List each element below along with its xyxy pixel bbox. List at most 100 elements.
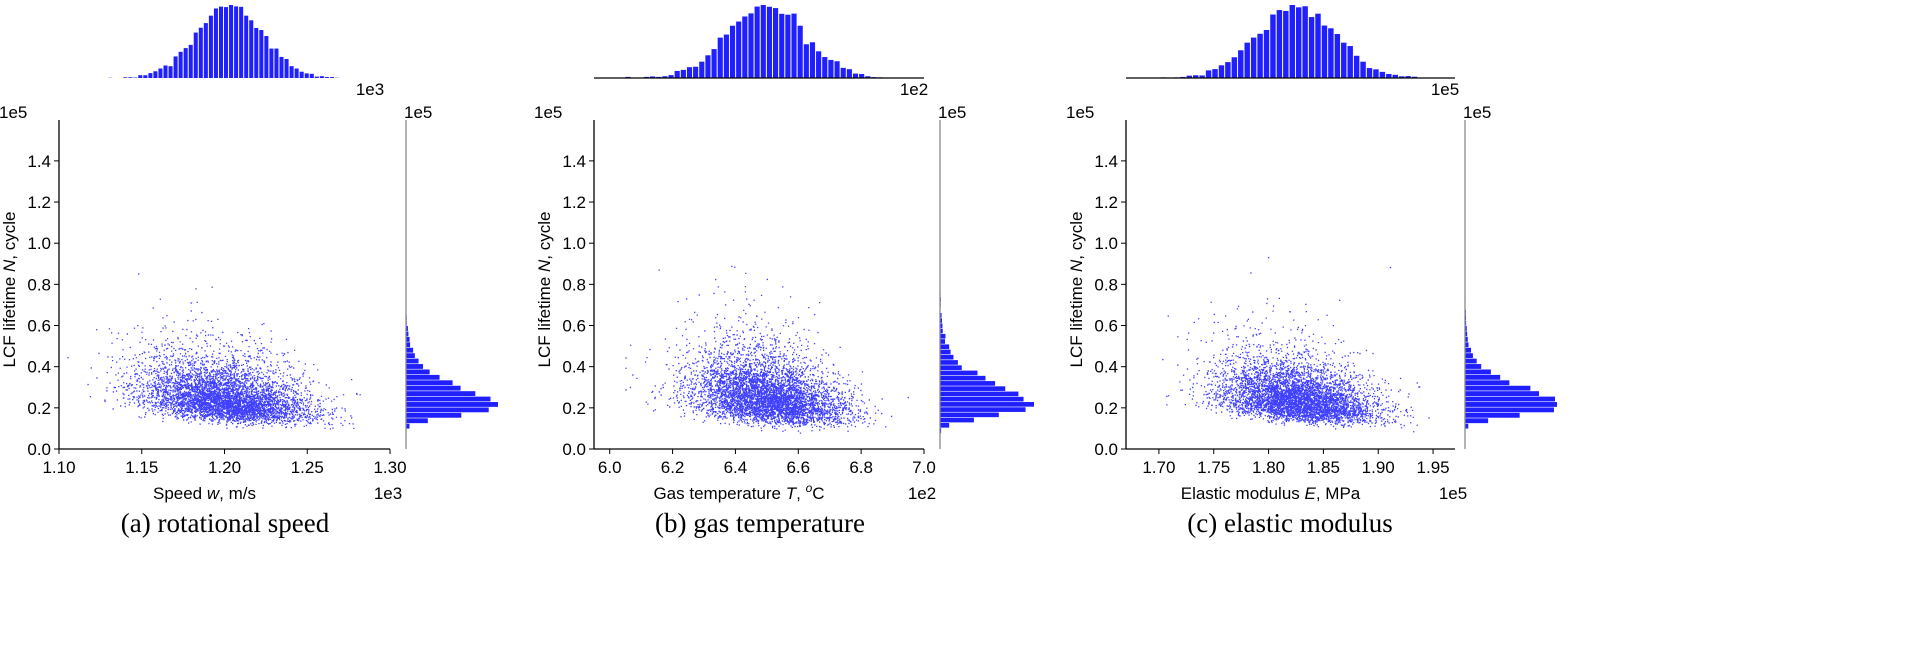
y-tick-label: 1.4: [562, 152, 586, 171]
x-hist-bar: [773, 8, 779, 78]
x-axis-label-part: T: [786, 484, 798, 503]
y-hist-bar: [1465, 347, 1472, 353]
y-hist-bar: [940, 402, 1034, 407]
x-hist-bar: [168, 66, 173, 78]
y-axis-label-part: , cycle: [0, 212, 19, 260]
x-hist-bar: [1238, 50, 1244, 78]
panel-caption: (c) elastic modulus: [1187, 508, 1392, 538]
x-hist-bar: [1295, 7, 1302, 78]
y-hist-bar: [940, 339, 946, 344]
y-hist-bar: [406, 423, 410, 429]
x-marginal-histogram: 1e3: [108, 5, 384, 99]
y-tick-label: 0.0: [1094, 440, 1118, 459]
x-hist-bar: [779, 13, 785, 78]
x-hist-bar: [760, 5, 766, 78]
x-hist-bar: [742, 16, 748, 78]
x-hist-bar: [686, 67, 693, 78]
x-hist-bar: [324, 77, 329, 78]
y-hist-bar: [406, 369, 430, 375]
x-marginal-histogram: 1e5: [1126, 5, 1459, 99]
y-tick-label: 0.8: [1094, 275, 1118, 294]
x-tick-label: 1.85: [1307, 458, 1340, 477]
y-hist-bar: [1465, 402, 1557, 407]
x-hist-bar: [138, 75, 143, 78]
y-hist-bar: [406, 385, 461, 391]
y-tick-label: 1.0: [27, 234, 51, 253]
x-hist-bar: [852, 73, 859, 78]
y-tick-label: 0.0: [562, 440, 586, 459]
x-hist-bar: [748, 13, 754, 79]
chart-panel-3: 1.70 1.75 1.80 1.85 1.90 1.95 0.0 0.2 0.4 0.6 0.8 1…: [1066, 5, 1557, 538]
x-hist-bar: [1373, 69, 1379, 78]
x-hist-bar: [1276, 10, 1283, 78]
y-tick-label: 0.6: [1094, 317, 1118, 336]
y-tick-label: 1.2: [1094, 193, 1118, 212]
x-hist-bar: [229, 5, 234, 78]
x-hist-scale-label: 1e2: [900, 80, 928, 99]
x-hist-bar: [183, 48, 188, 78]
x-hist-bar: [1225, 62, 1231, 78]
x-tick-label: 1.75: [1197, 458, 1230, 477]
x-hist-bar: [680, 69, 686, 78]
x-hist-scale-label: 1e3: [356, 80, 384, 99]
x-tick-label: 6.2: [661, 458, 685, 477]
x-hist-bar: [1289, 5, 1295, 78]
x-marginal-histogram: 1e2: [594, 5, 928, 99]
x-hist-bar: [299, 71, 304, 78]
x-tick-label: 1.20: [208, 458, 241, 477]
y-tick-label: 0.8: [562, 275, 586, 294]
x-hist-bar: [158, 68, 163, 78]
x-hist-bar: [279, 56, 284, 78]
y-tick-label: 0.8: [27, 275, 51, 294]
x-hist-bar: [234, 6, 239, 79]
scatter-points: [67, 273, 361, 430]
y-hist-bar: [940, 375, 986, 381]
x-hist-bar: [1315, 13, 1321, 79]
y-hist-bar: [940, 412, 999, 418]
x-hist-bar: [1250, 37, 1257, 78]
x-hist-bar: [1334, 33, 1341, 78]
y-tick-label: 0.4: [1094, 358, 1118, 377]
x-hist-bar: [803, 44, 809, 78]
x-hist-bar: [822, 57, 828, 78]
y-marginal-histogram: 1e5: [404, 103, 498, 449]
y-hist-bar: [1465, 396, 1555, 402]
y-axis-label-part: LCF lifetime: [535, 272, 554, 367]
x-hist-bar: [1347, 46, 1353, 78]
y-tick-label: 0.6: [27, 317, 51, 336]
y-hist-bar: [940, 365, 962, 371]
y-hist-bar: [406, 412, 462, 418]
x-scale-label: 1e2: [908, 484, 936, 503]
y-axis-label: LCF lifetime N, cycle: [1067, 212, 1086, 368]
x-hist-bar: [1231, 57, 1238, 78]
x-tick-label: 1.80: [1252, 458, 1285, 477]
x-hist-bar: [198, 27, 203, 78]
x-hist-bar: [259, 30, 264, 78]
x-tick-label: 1.90: [1362, 458, 1395, 477]
y-hist-bar: [406, 353, 415, 359]
x-hist-bar: [1244, 42, 1250, 78]
x-hist-bar: [791, 13, 797, 78]
y-hist-bar: [1465, 391, 1540, 397]
y-hist-bar: [1465, 369, 1491, 375]
y-tick-label: 1.0: [562, 234, 586, 253]
y-tick-label: 1.2: [27, 193, 51, 212]
y-hist-scale-label: 1e5: [938, 103, 966, 122]
x-hist-bar: [1405, 76, 1411, 78]
y-hist-bar: [940, 354, 954, 360]
y-hist-bar: [406, 342, 411, 348]
y-tick-label: 0.2: [1094, 399, 1118, 418]
y-hist-bar: [406, 331, 409, 337]
y-axis-label-part: , cycle: [1067, 212, 1086, 260]
y-hist-bar: [940, 381, 996, 386]
x-hist-bar: [178, 51, 183, 78]
x-hist-bar: [249, 20, 254, 78]
y-hist-bar: [1465, 385, 1531, 391]
scatter-point-cloud: [67, 273, 361, 430]
y-scale-label: 1e5: [0, 103, 27, 122]
y-hist-bar: [1465, 358, 1477, 364]
x-hist-bar: [239, 6, 244, 79]
x-tick-label: 6.6: [786, 458, 810, 477]
x-hist-bar: [859, 74, 865, 78]
